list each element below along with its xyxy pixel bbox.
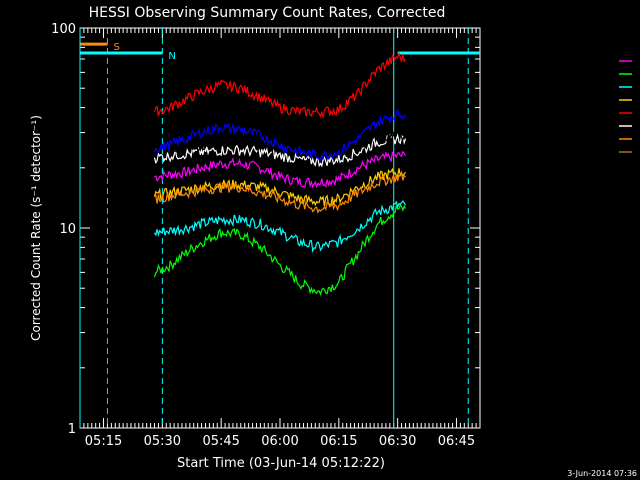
chart-title: HESSI Observing Summary Count Rates, Cor…	[89, 5, 446, 21]
series-line	[153, 133, 407, 168]
x-tick-label: 06:00	[261, 434, 298, 449]
x-axis-label: Start Time (03-Jun-14 05:12:22)	[177, 456, 385, 471]
series-line	[153, 167, 406, 207]
y-axis-label: Corrected Count Rate (s⁻¹ detector⁻¹)	[29, 115, 43, 341]
series-line	[153, 203, 407, 297]
series-line	[153, 108, 407, 161]
footer-timestamp: 3-Jun-2014 07:36	[567, 469, 637, 478]
plot-area: 1 10 100 05:15 05:30 05:45 06:00 06:15 06:30 06:4…	[51, 22, 481, 449]
x-tick-label: 05:45	[202, 434, 239, 449]
series-line	[153, 51, 407, 120]
series-line	[154, 150, 407, 189]
x-tick-label: 05:15	[85, 434, 122, 449]
legend-entry: 300 - 800 keV	[539, 120, 616, 133]
series-line	[154, 170, 406, 214]
series-line	[153, 200, 407, 254]
marker-label: N	[168, 51, 175, 62]
legend-entry: 7000 - 20000 keV	[518, 146, 616, 159]
legend-entry: 50 - 100 keV	[546, 94, 616, 107]
legend-title: Att 1	[606, 26, 632, 39]
x-tick-label: 05:30	[144, 434, 181, 449]
x-tick-label: 06:30	[379, 434, 416, 449]
legend-entry: 800 - 7000 keV	[532, 133, 616, 146]
x-tick-label: 06:15	[320, 434, 357, 449]
legend-entry: 25 - 50 keV	[553, 81, 616, 94]
legend-entry: 100 - 300 keV	[539, 107, 616, 120]
y-tick-label: 1	[68, 422, 76, 437]
y-tick-label: 10	[59, 222, 76, 237]
marker-label: S	[113, 42, 119, 53]
legend-entry: 3 - 6 keV	[567, 42, 616, 55]
legend-entry: 12 - 25 keV	[553, 68, 616, 81]
y-tick-label: 100	[51, 22, 76, 37]
x-tick-label: 06:45	[438, 434, 475, 449]
legend-entry: 6 - 12 keV	[560, 55, 616, 68]
legend-title: Det 1,3,5,6,7,9,	[546, 13, 632, 26]
series-line	[153, 130, 406, 160]
